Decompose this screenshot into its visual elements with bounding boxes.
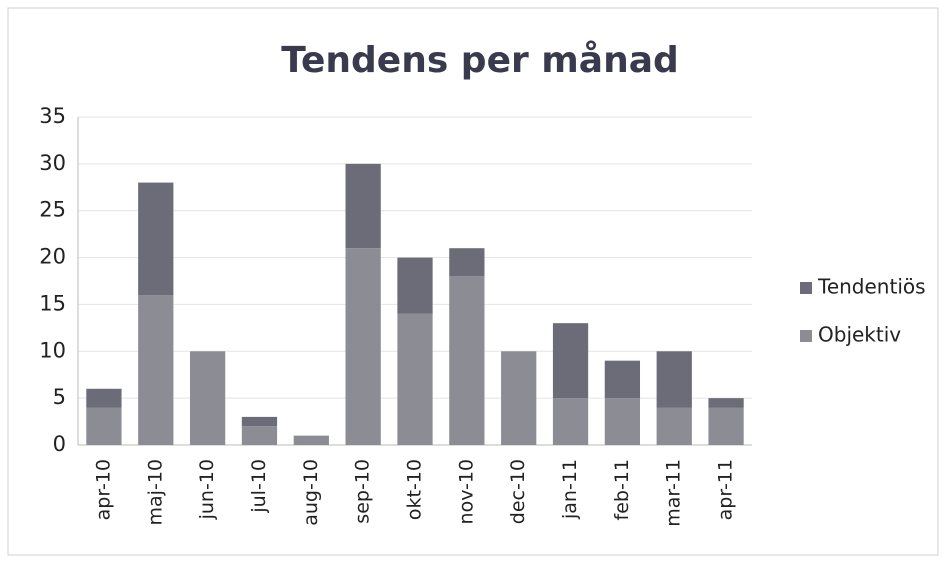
bar — [656, 351, 692, 408]
y-tick-label: 15 — [39, 291, 66, 315]
bar — [604, 398, 641, 445]
y-tick-label: 20 — [39, 245, 66, 269]
y-tick-label: 35 — [39, 104, 66, 128]
bar — [449, 276, 485, 445]
x-tick-label: jan-11 — [559, 459, 581, 520]
y-tick-label: 25 — [39, 198, 66, 222]
x-tick-label: apr-11 — [715, 459, 737, 520]
bar — [345, 163, 381, 249]
x-tick-label: sep-10 — [352, 459, 374, 524]
y-tick-label: 10 — [39, 338, 66, 362]
bar — [552, 398, 589, 445]
x-tick-label: okt-10 — [404, 459, 426, 520]
bar — [501, 351, 537, 445]
bar — [397, 257, 433, 314]
x-tick-label: jun-10 — [196, 459, 218, 520]
bar — [138, 295, 174, 445]
x-tick-label: apr-10 — [92, 459, 114, 520]
legend-swatch — [800, 330, 812, 342]
bar — [345, 248, 381, 445]
y-tick-label: 30 — [39, 151, 66, 175]
bar — [604, 360, 641, 399]
y-tick-label: 0 — [53, 432, 66, 456]
bar — [552, 323, 589, 399]
bar — [241, 416, 278, 427]
bar — [397, 313, 433, 445]
x-tick-label: mar-11 — [663, 459, 685, 527]
bar — [449, 248, 485, 277]
bar — [708, 407, 744, 445]
x-tick-label: nov-10 — [455, 459, 477, 524]
bar — [293, 435, 329, 445]
bar — [241, 426, 278, 445]
bar — [86, 407, 122, 445]
legend-swatch — [800, 282, 812, 294]
bar — [138, 182, 174, 296]
legend-label: Objektiv — [818, 323, 901, 347]
bar — [656, 407, 692, 445]
chart-title: Tendens per månad — [281, 40, 679, 81]
x-tick-label: jul-10 — [248, 459, 270, 514]
y-tick-label: 5 — [53, 385, 66, 409]
x-tick-label: aug-10 — [300, 459, 322, 526]
bar — [86, 388, 122, 408]
bar — [189, 351, 226, 445]
x-tick-label: dec-10 — [507, 459, 529, 524]
x-tick-label: feb-11 — [611, 459, 633, 520]
legend-label: Tendentiös — [817, 275, 926, 299]
bar — [708, 398, 744, 408]
x-tick-label: maj-10 — [144, 459, 166, 525]
